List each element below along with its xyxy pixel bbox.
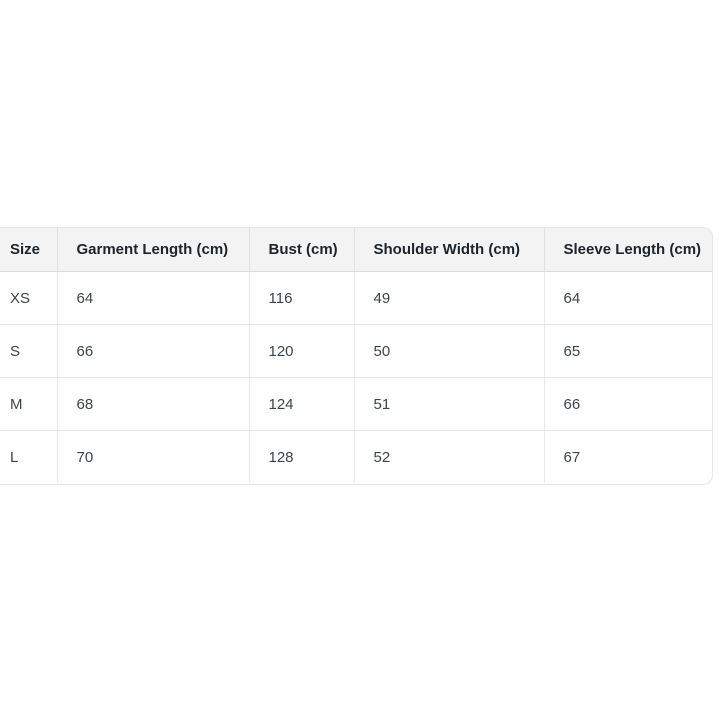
size-chart-table: Size Garment Length (cm) Bust (cm) Shoul… bbox=[0, 228, 712, 483]
cell-bust: 116 bbox=[249, 271, 355, 325]
table-row-xs: XS 64 116 49 64 bbox=[0, 271, 712, 325]
cell-sleeve-length: 64 bbox=[544, 271, 712, 325]
cell-sleeve-length: 67 bbox=[563, 448, 581, 466]
cell-garment-length: 68 bbox=[57, 377, 250, 431]
cell-garment-length: 66 bbox=[57, 324, 250, 378]
header-row: Size Garment Length (cm) Bust (cm) Shoul… bbox=[0, 228, 712, 272]
size-chart-card: Size Garment Length (cm) Bust (cm) Shoul… bbox=[0, 227, 713, 485]
cell-size: S bbox=[0, 324, 58, 378]
column-header-garment-length: Garment Length (cm) bbox=[57, 228, 250, 272]
cell-shoulder-width: 51 bbox=[354, 377, 545, 431]
size-chart-header: Size Garment Length (cm) Bust (cm) Shoul… bbox=[0, 228, 712, 272]
cell-shoulder-width: 49 bbox=[354, 271, 545, 325]
cell-size: XS bbox=[0, 271, 58, 325]
column-header-bust: Bust (cm) bbox=[249, 228, 355, 272]
cell-size: M bbox=[0, 377, 58, 431]
cell-garment-length: 70 bbox=[57, 430, 250, 483]
cell-sleeve-length: 66 bbox=[544, 377, 712, 431]
cell-garment-length: 64 bbox=[57, 271, 250, 325]
cell-bust: 124 bbox=[249, 377, 355, 431]
cell-shoulder-width: 50 bbox=[354, 324, 545, 378]
size-chart-body: XS 64 116 49 64 S 66 120 50 65 M 68 124 bbox=[0, 271, 712, 483]
cell-sleeve-length: 65 bbox=[544, 324, 712, 378]
cell-shoulder-width: 52 bbox=[354, 430, 545, 483]
cell-bust: 128 bbox=[249, 430, 355, 483]
column-header-size: Size bbox=[0, 228, 58, 272]
table-row-m: M 68 124 51 66 bbox=[0, 377, 712, 431]
cell-size: L bbox=[0, 430, 58, 483]
cell-bust: 120 bbox=[249, 324, 355, 378]
table-row-s: S 66 120 50 65 bbox=[0, 324, 712, 378]
column-header-shoulder-width: Shoulder Width (cm) bbox=[354, 228, 545, 272]
column-header-sleeve-length: Sleeve Length (cm) bbox=[544, 228, 712, 272]
table-row-l: L 70 128 52 67 bbox=[0, 430, 712, 483]
